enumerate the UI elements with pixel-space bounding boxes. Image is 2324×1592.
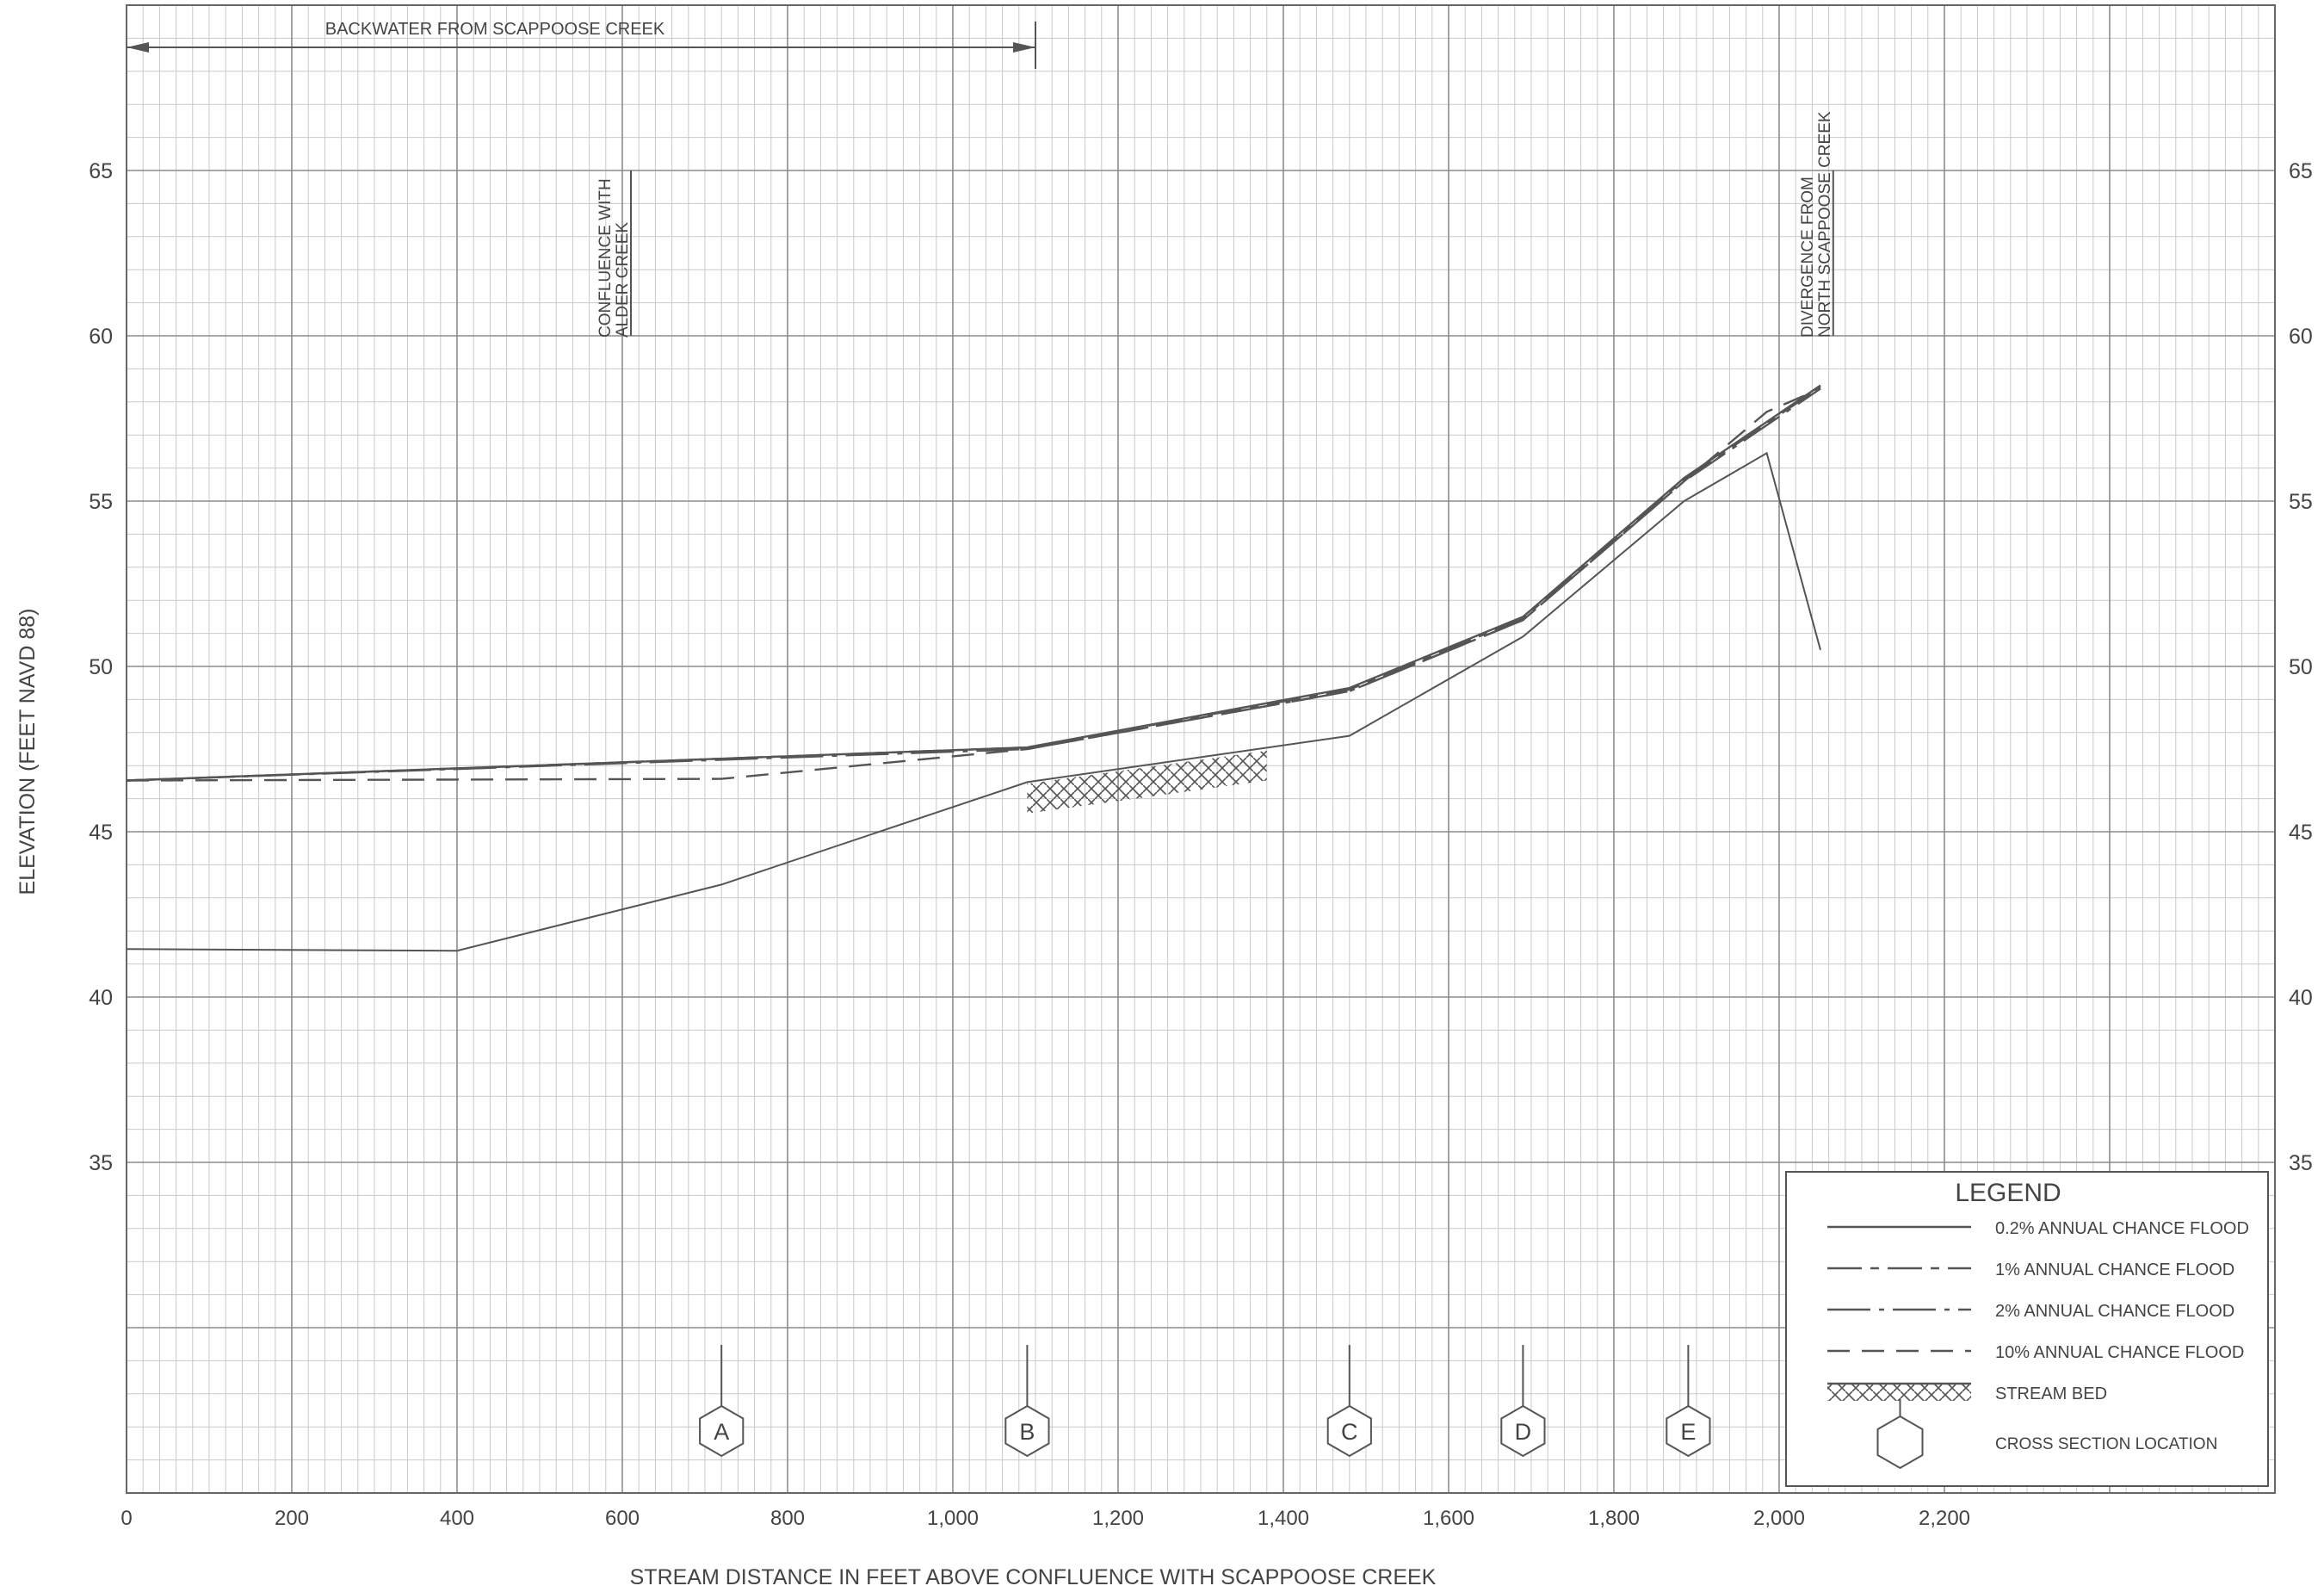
backwater-label: BACKWATER FROM SCAPPOOSE CREEK [325, 20, 665, 39]
legend: LEGEND 0.2% ANNUAL CHANCE FLOOD 1% ANNUAL… [1785, 1171, 2269, 1487]
annotation-text: NORTH SCAPPOOSE CREEK [1816, 111, 1834, 338]
x-tick-label: 1,600 [1423, 1507, 1474, 1530]
y-axis-ticks-left: 35 40 45 50 55 60 65 [89, 159, 113, 1175]
y-axis-label: ELEVATION (FEET NAVD 88) [15, 609, 40, 895]
cross-section-label: E [1680, 1419, 1696, 1445]
y-tick-label-left: 50 [89, 655, 113, 679]
x-tick-label: 800 [770, 1507, 805, 1530]
y-tick-label-left: 40 [89, 986, 113, 1010]
stream-bed-hatch-area [1027, 750, 1267, 814]
y-tick-label-left: 55 [89, 490, 113, 514]
legend-item-label: 1% ANNUAL CHANCE FLOOD [1995, 1261, 2234, 1279]
x-tick-label: 2,000 [1753, 1507, 1805, 1530]
y-tick-label-right: 35 [2289, 1151, 2313, 1175]
legend-items: 0.2% ANNUAL CHANCE FLOOD 1% ANNUAL CHANCE… [1827, 1219, 2249, 1470]
y-axis-ticks-right: 35 40 45 50 55 60 65 [2289, 159, 2313, 1175]
legend-box [1785, 1171, 2269, 1487]
annotation-text: ALDER CREEK [614, 222, 632, 338]
y-tick-label-right: 45 [2289, 821, 2313, 845]
x-tick-label: 0 [121, 1507, 132, 1530]
annotation-text: DIVERGENCE FROM [1799, 177, 1817, 338]
x-axis-label: STREAM DISTANCE IN FEET ABOVE CONFLUENCE… [630, 1565, 1437, 1589]
y-tick-label-right: 40 [2289, 986, 2313, 1010]
flood-profile-series [126, 384, 1821, 952]
cross-section-hexagon [1004, 1404, 1050, 1458]
legend-swatch-hexagon [1876, 1415, 1924, 1470]
legend-title: LEGEND [1955, 1179, 2061, 1207]
minor-gridlines [127, 5, 2275, 1493]
x-tick-label: 1,200 [1092, 1507, 1144, 1530]
legend-item-label: 10% ANNUAL CHANCE FLOOD [1995, 1343, 2244, 1362]
cross-section-hexagon [1500, 1404, 1546, 1458]
x-tick-label: 400 [440, 1507, 474, 1530]
y-tick-label-left: 60 [89, 325, 113, 349]
y-tick-label-right: 50 [2289, 655, 2313, 679]
range-arrow-right [1013, 42, 1035, 53]
x-tick-label: 1,000 [927, 1507, 979, 1530]
x-tick-label: 600 [605, 1507, 640, 1530]
cross-section-label: B [1019, 1419, 1035, 1445]
plot-frame [126, 4, 2276, 1494]
legend-item-label: 0.2% ANNUAL CHANCE FLOOD [1995, 1219, 2249, 1238]
y-tick-label-right: 60 [2289, 325, 2313, 349]
stream-bed-hatch [1027, 750, 1267, 814]
x-tick-label: 1,800 [1588, 1507, 1640, 1530]
cross-section-hexagon [1326, 1404, 1372, 1458]
x-tick-label: 1,400 [1258, 1507, 1309, 1530]
cross-section-label: D [1515, 1419, 1532, 1445]
y-tick-label-right: 65 [2289, 159, 2313, 183]
cross-section-label: C [1341, 1419, 1358, 1445]
cross-section-label: A [714, 1419, 729, 1445]
legend-swatch-hatch [1827, 1384, 1971, 1401]
cross-section-hexagon [1666, 1404, 1711, 1458]
series-line [126, 451, 1821, 952]
legend-item-label: 2% ANNUAL CHANCE FLOOD [1995, 1302, 2234, 1321]
annotation-text: CONFLUENCE WITH [596, 178, 615, 338]
legend-item-label: CROSS SECTION LOCATION [1995, 1435, 2217, 1453]
y-tick-label-left: 45 [89, 821, 113, 845]
y-tick-label-right: 55 [2289, 490, 2313, 514]
x-tick-label: 200 [275, 1507, 309, 1530]
series-line [126, 386, 1821, 782]
x-axis-ticks: 0 200 400 600 800 1,000 1,200 1,400 1,600 1,800 2,… [121, 1507, 1970, 1530]
major-gridlines [126, 4, 2276, 1494]
series-line [126, 387, 1821, 782]
series-line [126, 387, 1821, 782]
cross-section-markers: A B C D E [699, 1345, 1711, 1458]
range-arrow-left [127, 42, 149, 53]
cross-section-hexagon [699, 1404, 745, 1458]
y-tick-label-left: 35 [89, 1151, 113, 1175]
y-tick-label-left: 65 [89, 159, 113, 183]
profile-annotations: BACKWATER FROM SCAPPOOSE CREEK CONFLUENCE… [127, 20, 1834, 338]
x-tick-label: 2,200 [1919, 1507, 1970, 1530]
legend-item-label: STREAM BED [1995, 1384, 2107, 1403]
